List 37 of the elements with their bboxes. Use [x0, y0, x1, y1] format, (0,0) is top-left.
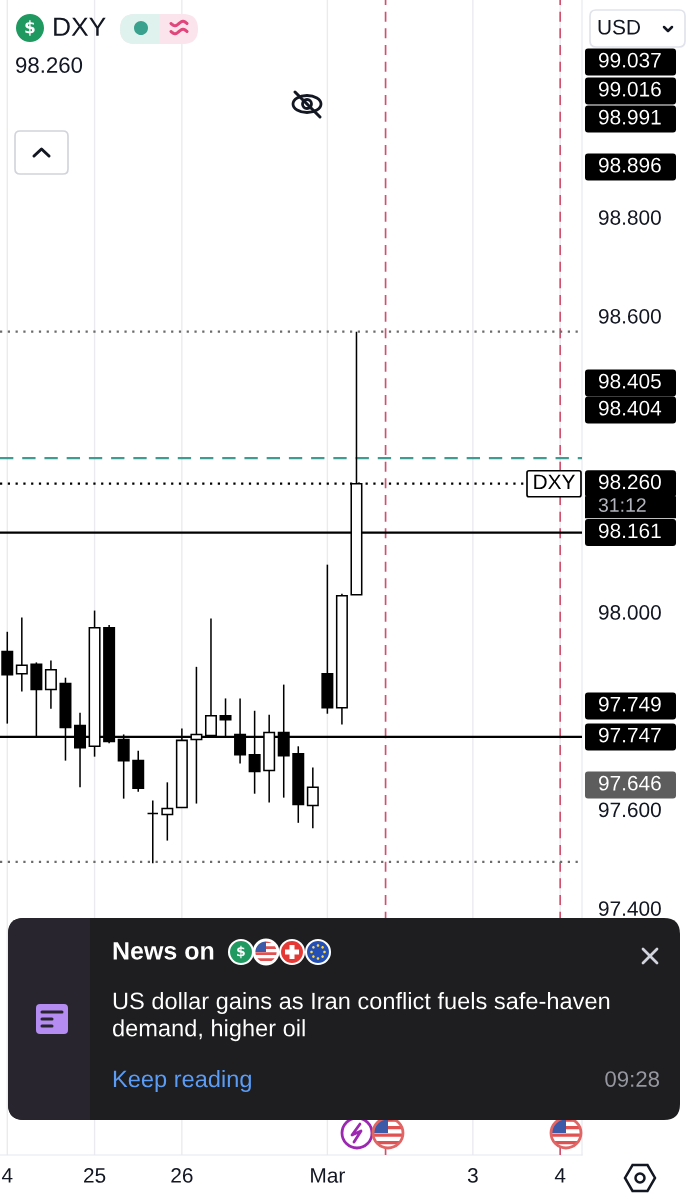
- annotation: Keep reading: [113, 1069, 251, 1093]
- annotation: DXY: [534, 474, 575, 490]
- candlestick: [306, 766, 319, 830]
- x-tick-label: 26: [171, 1168, 193, 1183]
- candlestick: [1, 631, 14, 725]
- ref-line-label: 97.747: [598, 727, 661, 743]
- text: 09:28: [605, 1071, 660, 1087]
- y-tick-label: 97.600: [598, 802, 661, 818]
- text: 99.037: [598, 52, 661, 68]
- text: USD: [598, 19, 640, 35]
- x-tick-label: 3: [467, 1168, 478, 1183]
- ref-line-label: 98.161: [598, 523, 661, 539]
- text: 98.405: [598, 373, 661, 389]
- annotation: News on: [113, 942, 214, 960]
- text: 98.260: [16, 57, 83, 73]
- x-tick-label: 4: [1, 1168, 13, 1183]
- x-tick-label: 25: [84, 1168, 106, 1183]
- annotation: US dollar gains as Iran conflict fuels safe-haven demand, higher oil: [112, 992, 610, 1042]
- y-tick-label: 97.400: [598, 901, 661, 916]
- candlestick: [161, 781, 174, 842]
- ref-line-label: 98.260: [598, 474, 661, 490]
- text: 98.404: [598, 400, 662, 416]
- text: 99.016: [598, 81, 661, 97]
- text: 31:12: [598, 498, 646, 512]
- candlestick: [44, 659, 57, 710]
- candlestick: [15, 616, 28, 693]
- x-tick-label: 4: [554, 1168, 566, 1183]
- text: DXY: [54, 17, 106, 36]
- y-tick-label: 98.600: [598, 308, 661, 324]
- y-tick-label: 98.000: [598, 605, 661, 620]
- text: 98.896: [598, 157, 661, 173]
- text: 98.991: [598, 109, 661, 125]
- candlestick: [146, 799, 159, 865]
- text: 97.749: [598, 696, 661, 712]
- y-tick-label: 98.800: [598, 210, 661, 225]
- x-tick-label: Mar: [311, 1168, 345, 1183]
- text: 97.646: [598, 775, 661, 791]
